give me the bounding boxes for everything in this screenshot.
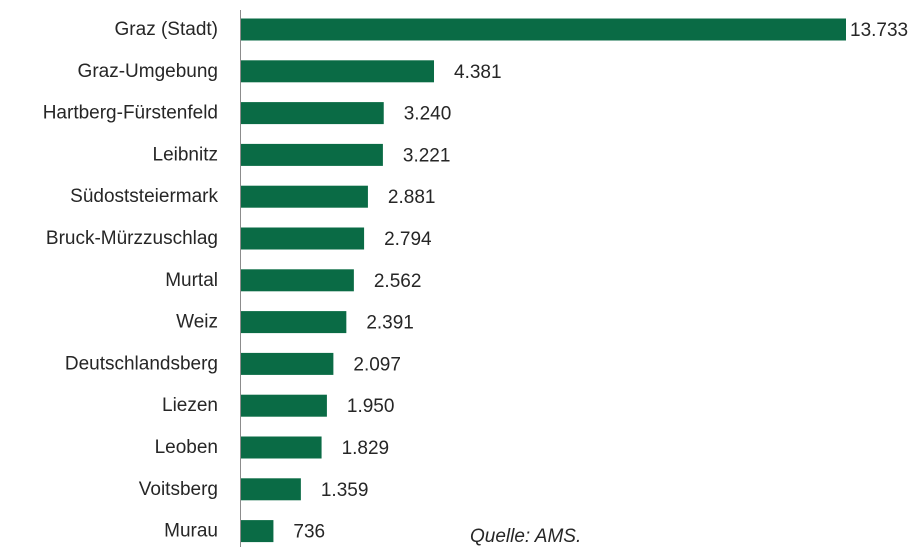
bar <box>241 269 354 292</box>
bars-group <box>241 18 846 543</box>
bar <box>241 102 384 125</box>
bar <box>241 478 301 501</box>
bar <box>241 352 334 375</box>
value-label: 2.097 <box>353 354 401 375</box>
bar <box>241 227 365 250</box>
bar <box>241 18 846 41</box>
value-label: 2.562 <box>374 271 422 292</box>
bar <box>241 394 327 417</box>
value-label: 2.794 <box>384 229 432 250</box>
source-note: Quelle: AMS. <box>470 526 582 547</box>
category-label: Südoststeiermark <box>70 186 218 207</box>
value-label: 3.221 <box>403 145 451 166</box>
bar <box>241 311 347 334</box>
bar <box>241 436 322 459</box>
value-label: 13.733 <box>850 20 908 41</box>
value-label: 1.359 <box>321 480 369 501</box>
bar <box>241 143 383 166</box>
bar <box>241 185 368 208</box>
bar <box>241 60 435 83</box>
category-labels-group: Graz (Stadt) Graz-Umgebung Hartberg-Fürste… <box>43 19 219 542</box>
value-label: 2.881 <box>388 187 436 208</box>
bar <box>241 520 274 543</box>
category-label: Leibnitz <box>153 144 219 165</box>
value-label: 736 <box>293 522 325 543</box>
value-label: 1.950 <box>347 396 395 417</box>
value-label: 4.381 <box>454 62 502 83</box>
category-label: Bruck-Mürzzuschlag <box>46 228 218 249</box>
category-label: Weiz <box>176 312 218 333</box>
category-label: Deutschlandsberg <box>65 353 218 374</box>
category-label: Murtal <box>165 270 218 291</box>
value-label: 1.829 <box>342 438 390 459</box>
category-label: Graz (Stadt) <box>115 19 218 40</box>
category-label: Murau <box>164 521 218 542</box>
category-label: Hartberg-Fürstenfeld <box>43 103 218 124</box>
category-label: Voitsberg <box>139 479 218 500</box>
value-label: 2.391 <box>366 313 414 334</box>
category-label: Leoben <box>155 437 218 458</box>
category-label: Liezen <box>162 395 218 416</box>
value-label: 3.240 <box>404 104 452 125</box>
category-label: Graz-Umgebung <box>78 61 218 82</box>
